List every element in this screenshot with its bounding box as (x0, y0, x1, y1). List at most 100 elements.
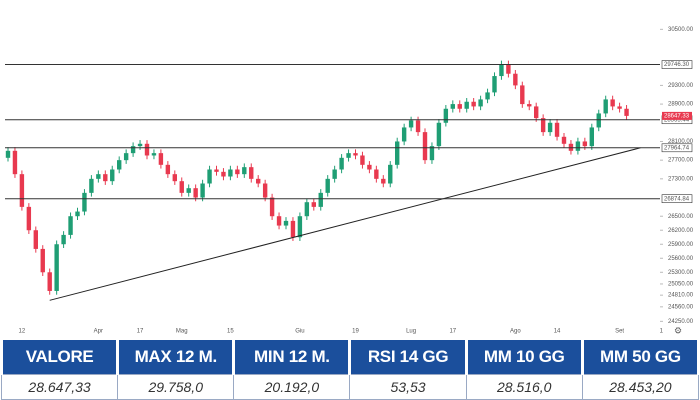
candle-body (12, 150, 18, 175)
candle-body (450, 104, 455, 109)
candle-body (68, 216, 73, 235)
candle-body (422, 132, 428, 161)
x-tick-label: Mag (176, 329, 188, 335)
candle-body (117, 160, 122, 170)
candle-body (200, 183, 205, 198)
candle-body (110, 169, 115, 182)
candle-body (207, 169, 212, 184)
candle-body (54, 244, 59, 291)
candle-body (318, 192, 323, 207)
candle-body (89, 178, 94, 193)
candle-body (395, 141, 400, 165)
candle-body (367, 164, 372, 170)
candle-body (492, 76, 497, 93)
candle-body (249, 167, 254, 179)
candle-body (610, 99, 615, 107)
candle-body (61, 234, 66, 245)
candle-body (561, 136, 567, 144)
candle-body (158, 153, 164, 165)
x-tick-label: Set (615, 329, 624, 335)
chart: ⚙ 30500.00 29300.00 28900.00 28100.00 27700.… (5, 27, 694, 335)
value-cell: 28.647,33 (0, 374, 119, 400)
candle-body (256, 178, 261, 184)
y-tick-label: 26500.00 (668, 214, 694, 220)
candle-body (415, 120, 421, 133)
candle-body (276, 216, 282, 226)
stats-table: VALORE MAX 12 M. MIN 12 M. RSI 14 GG MM 10 G… (0, 340, 700, 400)
candle-body (554, 122, 560, 137)
candle-body (151, 153, 157, 156)
candle-body (603, 99, 608, 114)
y-tick-label: 26200.00 (668, 228, 694, 234)
header-cell: MM 50 GG (580, 340, 700, 375)
y-tick-label: 27700.00 (668, 158, 694, 164)
candle-body (346, 153, 351, 158)
value-cell: 29.758,0 (117, 374, 235, 400)
candle-body (332, 169, 337, 179)
x-tick-label: 14 (554, 329, 561, 335)
candle-body (262, 183, 268, 198)
candle-body (96, 174, 101, 179)
candle-body (186, 188, 191, 193)
candle-body (103, 174, 108, 182)
candle-body (228, 169, 233, 177)
candle-body (82, 192, 87, 212)
candle-body (269, 197, 275, 217)
candle-body (506, 64, 511, 74)
candle-body (520, 85, 525, 105)
level-label: 28565.44 (664, 117, 690, 123)
level-tag (661, 143, 693, 153)
candle-body (353, 153, 358, 156)
y-tick-label: 24250.00 (668, 319, 694, 325)
candle-body (19, 174, 25, 207)
candle-body (436, 122, 442, 147)
y-tick-label: 25600.00 (668, 256, 694, 262)
last-price-tag (662, 111, 692, 120)
value-cell: 53,53 (349, 374, 467, 400)
candle-body (575, 141, 581, 151)
candle-body (624, 108, 629, 116)
y-tick-label: 30500.00 (668, 27, 694, 33)
table-row: 28.647,33 29.758,0 20.192,0 53,53 28.516,0 28… (0, 374, 700, 400)
y-tick-label: 29300.00 (668, 83, 694, 89)
y-tick-label: 25300.00 (668, 270, 694, 276)
x-tick-label: 19 (352, 329, 359, 335)
candle-body (596, 113, 601, 128)
candle-body (304, 202, 310, 217)
x-tick-label: 15 (227, 329, 234, 335)
candle-body (547, 122, 553, 133)
y-tick-label: 27300.00 (668, 176, 694, 182)
candle-body (75, 211, 80, 217)
candle-body (540, 118, 546, 133)
candle-body (123, 153, 129, 161)
candle-body (534, 106, 539, 119)
candle-body (242, 167, 247, 175)
candle-body (5, 150, 11, 158)
candle-body (464, 101, 469, 109)
candle-body (40, 248, 45, 273)
header-cell: MM 10 GG (464, 340, 584, 375)
candle-body (325, 178, 330, 193)
candle-body (290, 220, 296, 238)
candle-body (478, 99, 483, 107)
candle-body (283, 220, 289, 226)
value-cell: 28.453,20 (581, 374, 700, 400)
candle-body (235, 169, 240, 175)
candle-body (499, 64, 504, 77)
x-tick-label: Apr (94, 329, 103, 335)
candle-body (457, 104, 462, 109)
level-tag (661, 194, 693, 204)
candle-body (172, 174, 177, 182)
value-cell: 20.192,0 (233, 374, 351, 400)
level-label: 29746.30 (664, 62, 690, 68)
x-tick-label: Giu (295, 329, 304, 335)
y-tick-label: 24810.00 (668, 293, 694, 299)
settings-icon[interactable]: ⚙ (674, 325, 682, 335)
x-tick-label: 17 (137, 329, 144, 335)
candle-body (401, 127, 407, 142)
candle-body (221, 171, 226, 177)
x-tick-label: Lug (406, 329, 416, 335)
header-cell: MAX 12 M. (116, 340, 236, 375)
candle-body (388, 164, 393, 184)
